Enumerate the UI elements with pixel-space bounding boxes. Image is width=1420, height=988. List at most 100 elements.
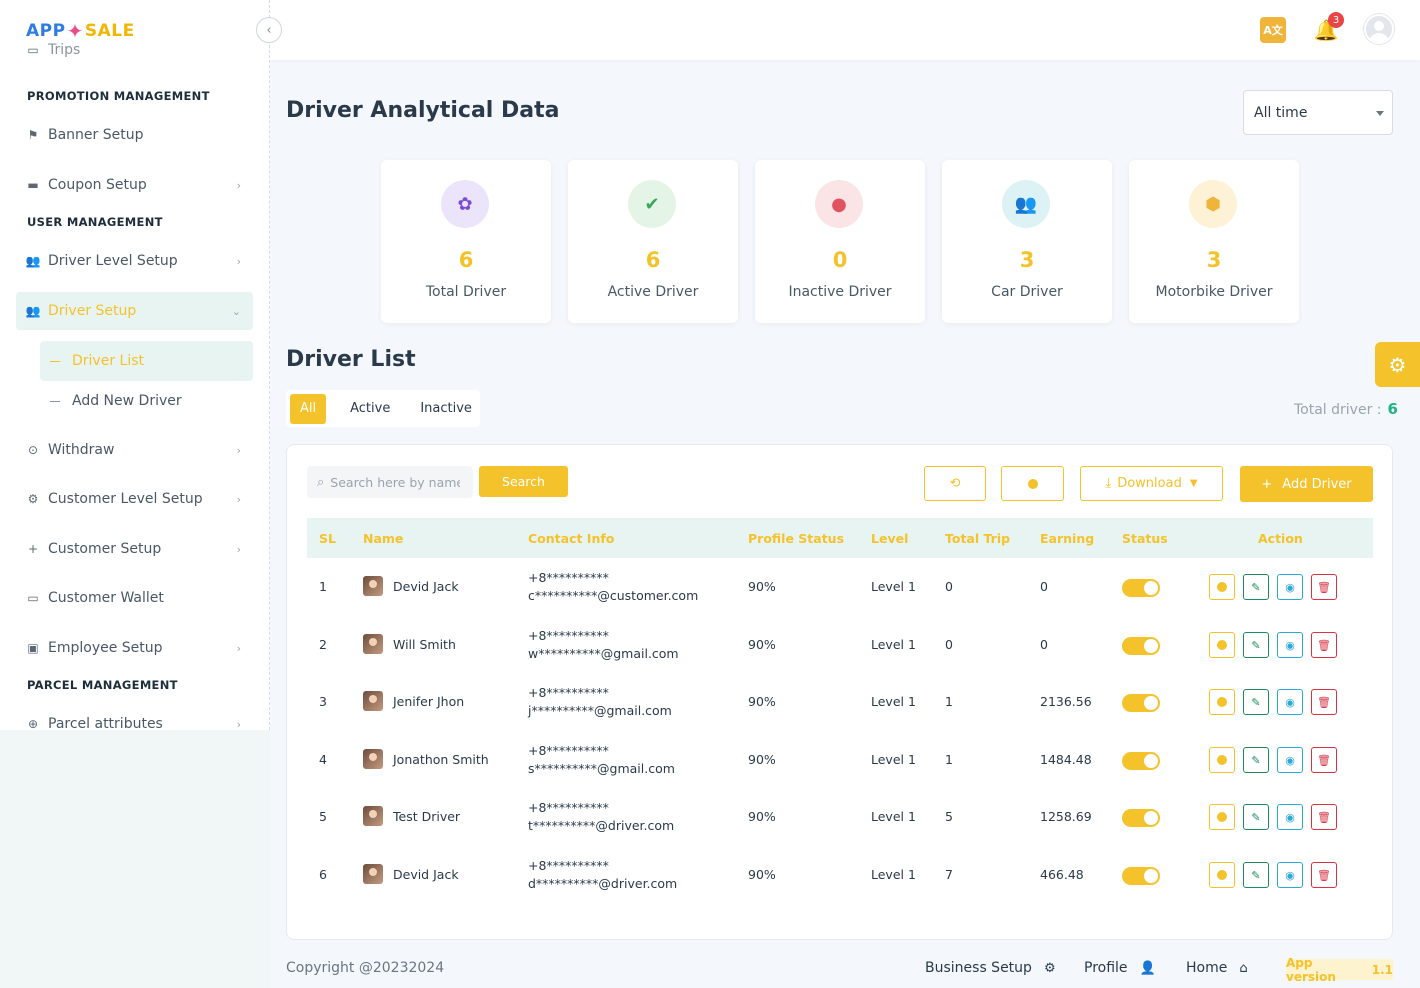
footer-link-business-setup[interactable]: Business Setup ⚙ — [925, 960, 1056, 976]
sidebar-item-coupon-setup[interactable]: ▬ Coupon Setup › — [27, 177, 241, 193]
sidebar-collapse-button[interactable]: ‹ — [256, 17, 282, 43]
view-action-button[interactable]: ◉ — [1277, 804, 1303, 830]
sidebar-item-driver-setup[interactable]: 👥 Driver Setup ⌄ — [16, 292, 253, 330]
flag-icon: ⚑ — [27, 128, 39, 142]
user-minus-icon: ● — [815, 180, 863, 228]
cell-sl: 4 — [319, 752, 327, 767]
view-action-button[interactable]: ◉ — [1277, 747, 1303, 773]
log-action-button[interactable] — [1209, 574, 1235, 600]
time-filter-select[interactable]: All time — [1243, 90, 1393, 135]
sidebar-subitem-add-new-driver[interactable]: Add New Driver — [40, 381, 253, 421]
col-sl: SL — [319, 531, 336, 546]
footer-link-home[interactable]: Home ⌂ — [1186, 960, 1248, 976]
edit-action-button[interactable]: ✎ — [1243, 804, 1269, 830]
cell-earning: 466.48 — [1040, 867, 1084, 882]
cell-name[interactable]: Jenifer Jhon — [363, 691, 464, 711]
delete-action-button[interactable]: 🗑 — [1311, 862, 1337, 888]
cell-name[interactable]: Devid Jack — [363, 864, 459, 884]
sidebar-item-employee-setup[interactable]: ▣ Employee Setup › — [27, 640, 241, 656]
driver-list-title: Driver List — [286, 347, 416, 372]
sidebar-item-customer-wallet[interactable]: ▭ Customer Wallet — [27, 590, 164, 606]
table-row: 5 Test Driver +8********** t**********@driv… — [307, 789, 1373, 847]
delete-action-button[interactable]: 🗑 — [1311, 574, 1337, 600]
col-action: Action — [1258, 531, 1303, 546]
status-toggle[interactable] — [1122, 867, 1160, 885]
log-action-button[interactable] — [1209, 862, 1235, 888]
cell-name[interactable]: Devid Jack — [363, 576, 459, 596]
status-toggle[interactable] — [1122, 637, 1160, 655]
view-action-button[interactable]: ◉ — [1277, 574, 1303, 600]
pencil-icon: ✎ — [1251, 638, 1261, 652]
delete-action-button[interactable]: 🗑 — [1311, 804, 1337, 830]
sidebar-item-parcel-attributes[interactable]: ⊕ Parcel attributes › — [27, 716, 241, 730]
table-row: 6 Devid Jack +8********** d**********@drive… — [307, 847, 1373, 905]
status-tabs: All Active Inactive — [286, 390, 480, 427]
log-action-button[interactable] — [1209, 632, 1235, 658]
status-toggle[interactable] — [1122, 752, 1160, 770]
view-action-button[interactable]: ◉ — [1277, 632, 1303, 658]
edit-action-button[interactable]: ✎ — [1243, 574, 1269, 600]
search-button[interactable]: Search — [479, 466, 568, 497]
edit-action-button[interactable]: ✎ — [1243, 689, 1269, 715]
app-logo[interactable]: APP ✦ SALE — [26, 19, 135, 43]
search-input[interactable] — [330, 474, 461, 490]
footer-link-profile[interactable]: Profile 👤 — [1084, 960, 1156, 976]
log-action-button[interactable] — [1209, 689, 1235, 715]
clock-icon — [1027, 478, 1038, 489]
cell-earning: 0 — [1040, 579, 1048, 594]
user-plus-icon: + — [27, 542, 39, 556]
clock-icon — [1217, 755, 1227, 765]
log-button[interactable] — [1001, 466, 1064, 501]
download-button[interactable]: ⤓ Download ▼ — [1080, 466, 1223, 501]
translate-icon[interactable]: A文 — [1260, 17, 1286, 43]
sidebar-item-customer-setup[interactable]: + Customer Setup › — [27, 541, 241, 557]
view-action-button[interactable]: ◉ — [1277, 862, 1303, 888]
sidebar-item-withdraw[interactable]: ⊙ Withdraw › — [27, 442, 241, 458]
settings-floating-button[interactable]: ⚙ — [1375, 342, 1420, 387]
view-action-button[interactable]: ◉ — [1277, 689, 1303, 715]
driver-avatar — [363, 691, 383, 711]
cell-name[interactable]: Test Driver — [363, 806, 460, 826]
cell-name[interactable]: Jonathon Smith — [363, 749, 489, 769]
sidebar-item-customer-level-setup[interactable]: ⚙ Customer Level Setup › — [27, 491, 241, 507]
group-icon: ✿ — [441, 180, 489, 228]
driver-table-card: ⌕ Search ⟲ ⤓ Download ▼ + Add Driver SL … — [286, 444, 1393, 940]
sidebar-item-driver-level-setup[interactable]: 👥 Driver Level Setup › — [25, 253, 241, 269]
status-toggle[interactable] — [1122, 579, 1160, 597]
cell-sl: 5 — [319, 809, 327, 824]
clock-icon — [1217, 697, 1227, 707]
delete-action-button[interactable]: 🗑 — [1311, 632, 1337, 658]
pencil-icon: ✎ — [1251, 810, 1261, 824]
status-toggle[interactable] — [1122, 809, 1160, 827]
add-driver-button[interactable]: + Add Driver — [1240, 466, 1373, 502]
edit-action-button[interactable]: ✎ — [1243, 632, 1269, 658]
eye-icon: ◉ — [1285, 638, 1295, 652]
total-driver-count: Total driver :6 — [1294, 400, 1398, 418]
cell-level: Level 1 — [871, 637, 916, 652]
user-avatar[interactable] — [1364, 14, 1394, 44]
cell-level: Level 1 — [871, 867, 916, 882]
sidebar-subitem-driver-list[interactable]: Driver List — [40, 341, 253, 381]
users-icon: 👥 — [25, 254, 41, 268]
tab-active[interactable]: Active — [350, 401, 391, 416]
delete-action-button[interactable]: 🗑 — [1311, 747, 1337, 773]
delete-action-button[interactable]: 🗑 — [1311, 689, 1337, 715]
chevron-right-icon: › — [236, 178, 241, 192]
tab-all[interactable]: All — [290, 393, 327, 424]
status-toggle[interactable] — [1122, 694, 1160, 712]
plus-icon: + — [1261, 476, 1273, 492]
stat-card-car-driver: 👥 3 Car Driver — [942, 160, 1112, 323]
edit-action-button[interactable]: ✎ — [1243, 747, 1269, 773]
cell-level: Level 1 — [871, 752, 916, 767]
sidebar-item-trips[interactable]: ▭ Trips — [27, 42, 81, 58]
cell-sl: 2 — [319, 637, 327, 652]
tab-inactive[interactable]: Inactive — [420, 401, 472, 416]
cell-name[interactable]: Will Smith — [363, 634, 456, 654]
log-action-button[interactable] — [1209, 804, 1235, 830]
col-level: Level — [871, 531, 909, 546]
log-action-button[interactable] — [1209, 747, 1235, 773]
pencil-icon: ✎ — [1251, 580, 1261, 594]
sidebar-item-banner-setup[interactable]: ⚑ Banner Setup — [27, 127, 144, 143]
refresh-button[interactable]: ⟲ — [924, 466, 986, 501]
edit-action-button[interactable]: ✎ — [1243, 862, 1269, 888]
